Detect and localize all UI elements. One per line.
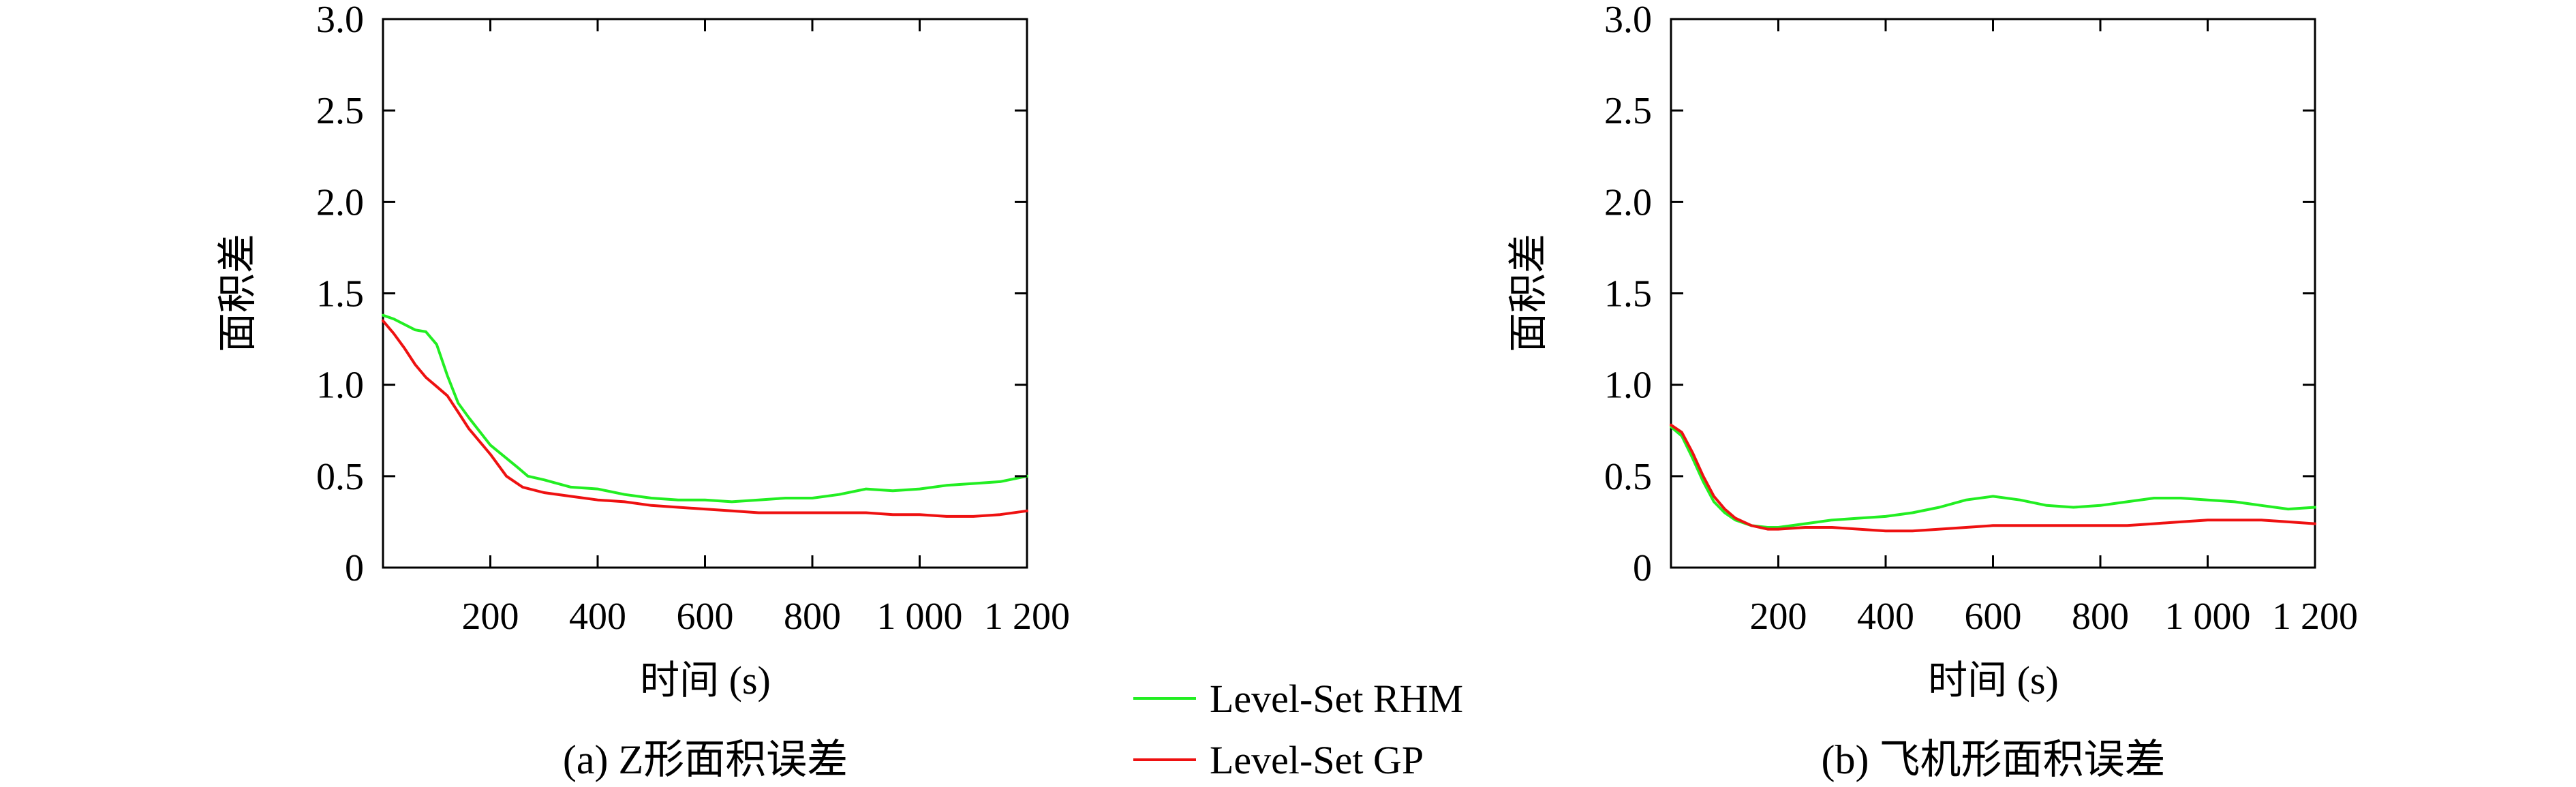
x-tick-label: 1 200	[2272, 596, 2358, 638]
legend-item-gp: Level-Set GP	[1133, 738, 1424, 782]
legend-label-gp: Level-Set GP	[1210, 738, 1424, 782]
x-tick-label: 600	[1965, 596, 2022, 638]
x-tick-label: 600	[677, 596, 734, 638]
x-axis-label: 时间 (s)	[1928, 658, 2059, 703]
y-tick-label: 0	[1633, 547, 1652, 589]
x-tick-label: 800	[784, 596, 841, 638]
y-tick-label: 1.0	[316, 365, 364, 407]
y-tick-label: 0	[345, 547, 364, 589]
y-tick-label: 2.0	[1604, 181, 1652, 223]
y-tick-label: 2.5	[316, 90, 364, 132]
series-line-level-set-rhm	[382, 313, 1028, 504]
x-tick-label: 1 000	[2165, 596, 2251, 638]
series-line-level-set-rhm	[1670, 425, 2316, 529]
plot-frame	[1670, 18, 2316, 569]
y-tick-label: 2.5	[1604, 90, 1652, 132]
y-tick-label: 2.0	[316, 181, 364, 223]
plot-frame	[382, 18, 1028, 569]
x-tick-label: 400	[569, 596, 626, 638]
series-line-level-set-gp	[1670, 423, 2316, 533]
legend-label-rhm: Level-Set RHM	[1210, 677, 1463, 721]
series-line-level-set-gp	[382, 319, 1028, 518]
caption: (a) Z形面积误差	[563, 737, 848, 782]
series-layer	[1670, 423, 2316, 533]
legend-item-rhm: Level-Set RHM	[1133, 677, 1463, 721]
y-tick-label: 1.5	[1604, 273, 1652, 315]
y-tick-label: 3.0	[1604, 0, 1652, 41]
x-tick-label: 800	[2072, 596, 2129, 638]
y-tick-label: 1.0	[1604, 365, 1652, 407]
y-tick-label: 3.0	[316, 0, 364, 41]
chart-panel-a: 0 0.5 1.0 1.5 2.0 2.5 3.0 200 400 600 800 1 000 1 20…	[215, 0, 1070, 782]
y-tick-label: 0.5	[316, 456, 364, 498]
y-axis-label: 面积差	[1506, 234, 1550, 352]
y-tick-label: 0.5	[1604, 456, 1652, 498]
ticks-layer: 0 0.5 1.0 1.5 2.0 2.5 3.0 200 400 600 800 1 000 1 20…	[1604, 0, 2358, 638]
x-tick-label: 200	[1750, 596, 1807, 638]
x-tick-label: 200	[462, 596, 519, 638]
ticks-layer: 0 0.5 1.0 1.5 2.0 2.5 3.0 200 400 600 800 1 000 1 20…	[316, 0, 1070, 638]
caption: (b) 飞机形面积误差	[1822, 737, 2166, 782]
legend: Level-Set RHM Level-Set GP	[1133, 677, 1463, 782]
x-axis-label: 时间 (s)	[640, 658, 771, 703]
y-tick-label: 1.5	[316, 273, 364, 315]
y-axis-label: 面积差	[215, 234, 260, 352]
x-tick-label: 400	[1857, 596, 1914, 638]
x-tick-label: 1 200	[984, 596, 1070, 638]
chart-panel-b: 0 0.5 1.0 1.5 2.0 2.5 3.0 200 400 600 800 1 000 1 20…	[1506, 0, 2358, 782]
x-tick-label: 1 000	[877, 596, 963, 638]
series-layer	[382, 313, 1028, 518]
